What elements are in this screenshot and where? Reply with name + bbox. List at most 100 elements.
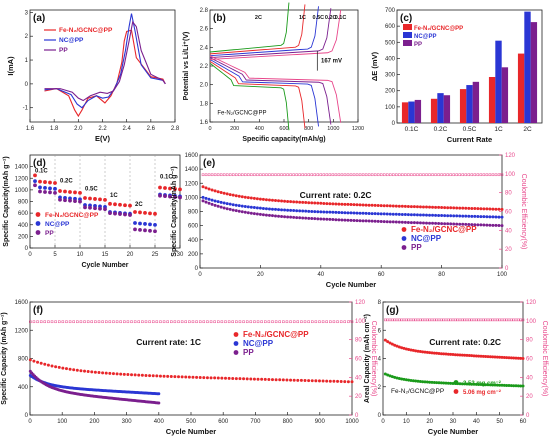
ce-point xyxy=(289,320,292,324)
ce-point xyxy=(148,320,151,324)
capacity-point-1-23 xyxy=(270,207,274,211)
ce-point xyxy=(210,173,214,177)
capacity-point-1-11 xyxy=(409,348,413,352)
capacity-point-0-14 xyxy=(79,369,83,373)
capacity-point-1-76 xyxy=(431,213,435,217)
capacity-point-0-12 xyxy=(72,368,76,372)
capacity-point-2-49 xyxy=(349,218,353,222)
capacity-point-0-53 xyxy=(220,376,224,380)
capacity-point-0-57 xyxy=(373,203,377,207)
capacity-point-0-85 xyxy=(336,379,340,383)
point-0-24 xyxy=(148,211,152,216)
capacity-point-0-13 xyxy=(75,368,79,372)
ce-point xyxy=(101,320,104,324)
capacity-point-0-14 xyxy=(243,195,247,199)
capacity-point-0-62 xyxy=(252,377,256,381)
y-tick-label: 1200 xyxy=(15,328,29,334)
capacity-point-2-57 xyxy=(373,219,377,223)
ce-point xyxy=(470,318,473,322)
capacity-point-2-71 xyxy=(415,221,419,225)
capacity-point-0-74 xyxy=(296,378,300,382)
capacity-point-1-85 xyxy=(458,214,462,218)
capacity-point-1-7 xyxy=(222,201,226,205)
y-tick-label: 2 xyxy=(25,34,29,40)
ce-point xyxy=(83,320,86,324)
capacity-point-1-38 xyxy=(472,354,476,358)
capacity-point-1-35 xyxy=(465,353,469,357)
x-tick-label: 500 xyxy=(186,419,197,425)
ce-point xyxy=(61,320,65,324)
ce-point xyxy=(280,173,283,177)
ce-point xyxy=(310,320,314,324)
capacity-point-0-31 xyxy=(140,373,144,377)
capacity-point-0-93 xyxy=(482,207,486,211)
ce-point xyxy=(393,318,396,322)
capacity-point-1-19 xyxy=(428,351,432,355)
bar-0-2 xyxy=(459,89,467,123)
capacity-point-2-30 xyxy=(292,215,296,219)
panel-label: (f) xyxy=(33,305,43,316)
ce-point xyxy=(488,173,492,177)
capacity-point-0-59 xyxy=(521,384,525,388)
x-tick-label: 20 xyxy=(426,419,433,425)
capacity-point-2-19 xyxy=(258,212,262,216)
point-2-16 xyxy=(108,211,112,216)
legend-swatch xyxy=(403,40,412,46)
capacity-point-0-58 xyxy=(519,384,523,388)
ce-point xyxy=(398,318,401,322)
y-tick-label: 0 xyxy=(392,121,396,127)
ce-point xyxy=(465,318,469,322)
capacity-point-2-56 xyxy=(370,219,374,223)
y-tick-label: 800 xyxy=(18,200,29,206)
capacity-point-0-30 xyxy=(137,373,141,377)
panel-c: (c) 0 100 200 300 400 500 600 700 Current Rate ΔE … xyxy=(370,8,543,144)
ce-point xyxy=(521,318,525,322)
x-tick-label: 200 xyxy=(230,126,239,132)
y-tick-label: 200 xyxy=(385,89,396,95)
capacity-point-0-69 xyxy=(278,378,282,382)
capacity-point-2-75 xyxy=(428,221,432,225)
discharge-curve-1 xyxy=(209,60,306,129)
capacity-point-1-77 xyxy=(434,213,438,217)
capacity-point-1-29 xyxy=(451,353,455,357)
bar-2-1 xyxy=(443,95,451,123)
ce-point xyxy=(407,318,410,322)
ce-point xyxy=(379,173,383,177)
capacity-point-1-4 xyxy=(213,199,217,203)
capacity-point-0-70 xyxy=(281,378,285,382)
ce-point xyxy=(219,173,223,177)
y2-axis-label: Coulombic Efficiency(%) xyxy=(370,321,377,397)
capacity-point-0-13 xyxy=(414,379,418,383)
x-tick-label: 2.0 xyxy=(74,126,83,132)
ce-point xyxy=(343,320,347,324)
y-tick-label: 2.8 xyxy=(200,8,209,14)
capacity-point-1-12 xyxy=(411,348,415,352)
panel-label: (g) xyxy=(386,305,399,316)
capacity-point-0-68 xyxy=(406,204,410,208)
point-0-12 xyxy=(88,196,92,201)
capacity-point-0-76 xyxy=(431,205,435,209)
capacity-point-0-54 xyxy=(223,376,227,380)
legend-marker xyxy=(453,389,459,394)
point-0-29 xyxy=(173,187,177,191)
capacity-point-1-20 xyxy=(430,351,434,355)
ce-point xyxy=(191,320,195,324)
capacity-point-0-87 xyxy=(464,206,468,210)
capacity-point-0-11 xyxy=(68,367,72,371)
capacity-point-1-1 xyxy=(386,340,390,344)
ce-point xyxy=(337,173,341,177)
capacity-point-0-59 xyxy=(379,204,383,208)
capacity-point-0-27 xyxy=(126,373,130,377)
discharge-curve-3 xyxy=(209,57,332,125)
ce-point xyxy=(332,320,336,324)
capacity-point-2-55 xyxy=(367,219,371,223)
capacity-point-0-26 xyxy=(444,381,448,385)
point-2-25 xyxy=(153,229,157,234)
y-tick-label: -1 xyxy=(23,106,29,112)
capacity-point-0-0 xyxy=(201,185,205,189)
capacity-point-1-24 xyxy=(274,207,277,211)
x-axis-label: Specific capacity(mAh/g) xyxy=(242,136,325,143)
y2-tick-label: 60 xyxy=(355,357,362,363)
x-axis-label: Cycle Number xyxy=(326,280,377,289)
ce-point xyxy=(166,320,169,324)
